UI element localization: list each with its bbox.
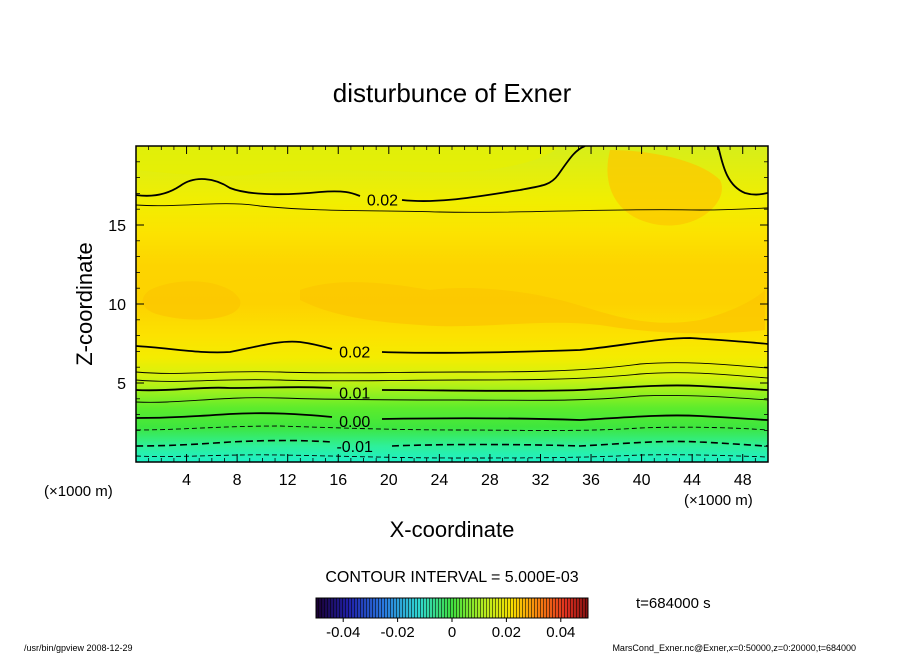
x-tick-label: 44 bbox=[683, 472, 701, 489]
contour-interval-label: CONTOUR INTERVAL = 5.000E-03 bbox=[325, 569, 578, 586]
contour-label: 0.01 bbox=[339, 385, 370, 402]
contour-line-thin bbox=[136, 395, 768, 403]
x-unit-right: (×1000 m) bbox=[684, 492, 753, 509]
x-tick-label: 48 bbox=[734, 472, 752, 489]
colorbar-tick-label: -0.04 bbox=[326, 624, 360, 641]
x-tick-label: 16 bbox=[329, 472, 347, 489]
contour-fill-blob bbox=[300, 282, 765, 334]
contour-line-thin bbox=[136, 203, 768, 213]
contour-fill-blob bbox=[142, 281, 241, 320]
contour-label: 0.02 bbox=[367, 193, 398, 210]
contour-fill-blob bbox=[607, 150, 722, 226]
colorbar-tick-label: -0.02 bbox=[380, 624, 414, 641]
colorbar-tick-label: 0.04 bbox=[546, 624, 575, 641]
contour-line-dashed bbox=[136, 454, 768, 459]
colorbar-tick-label: 0.02 bbox=[492, 624, 521, 641]
x-tick-label: 12 bbox=[279, 472, 297, 489]
contour-line-thin bbox=[136, 362, 768, 374]
colorbar-lines bbox=[316, 598, 588, 618]
contour-line-thin bbox=[136, 372, 768, 382]
x-tick-label: 36 bbox=[582, 472, 600, 489]
colorbar: -0.04 -0.02 0 0.02 0.04 bbox=[315, 597, 589, 641]
y-tick-label: 5 bbox=[117, 376, 126, 393]
plot-area bbox=[136, 146, 768, 462]
contour-line-0.02-mid bbox=[136, 337, 768, 354]
colorbar-tick-label: 0 bbox=[448, 624, 456, 641]
x-axis-label: X-coordinate bbox=[390, 517, 515, 542]
y-tick-label: 15 bbox=[108, 218, 126, 235]
x-tick-label: 24 bbox=[430, 472, 448, 489]
contour-line-neg-0.01 bbox=[136, 439, 768, 447]
x-tick-label: 20 bbox=[380, 472, 398, 489]
x-tick-label: 32 bbox=[532, 472, 550, 489]
time-label: t=684000 s bbox=[636, 595, 711, 612]
x-tick-label: 28 bbox=[481, 472, 499, 489]
x-unit-left: (×1000 m) bbox=[44, 483, 113, 500]
contour-line-0.00 bbox=[136, 412, 768, 421]
contour-label: 0.00 bbox=[339, 414, 370, 431]
chart-title: disturbunce of Exner bbox=[333, 78, 572, 108]
y-tick-label: 10 bbox=[108, 297, 126, 314]
contour-label: -0.01 bbox=[336, 439, 373, 456]
contour-line-0.02-top bbox=[136, 146, 768, 202]
contour-line-dashed bbox=[136, 425, 768, 431]
contour-fill-band bbox=[136, 146, 560, 176]
y-axis-label: Z-coordinate bbox=[72, 242, 97, 366]
footer-right: MarsCond_Exner.nc@Exner,x=0:50000,z=0:20… bbox=[612, 643, 856, 653]
contour-lines bbox=[136, 146, 768, 459]
x-tick-label: 40 bbox=[633, 472, 651, 489]
x-tick-label: 4 bbox=[182, 472, 191, 489]
contour-label: 0.02 bbox=[339, 344, 370, 361]
footer-left: /usr/bin/gpview 2008-12-29 bbox=[24, 643, 133, 653]
x-tick-label: 8 bbox=[233, 472, 242, 489]
contour-line-0.01 bbox=[136, 384, 768, 392]
